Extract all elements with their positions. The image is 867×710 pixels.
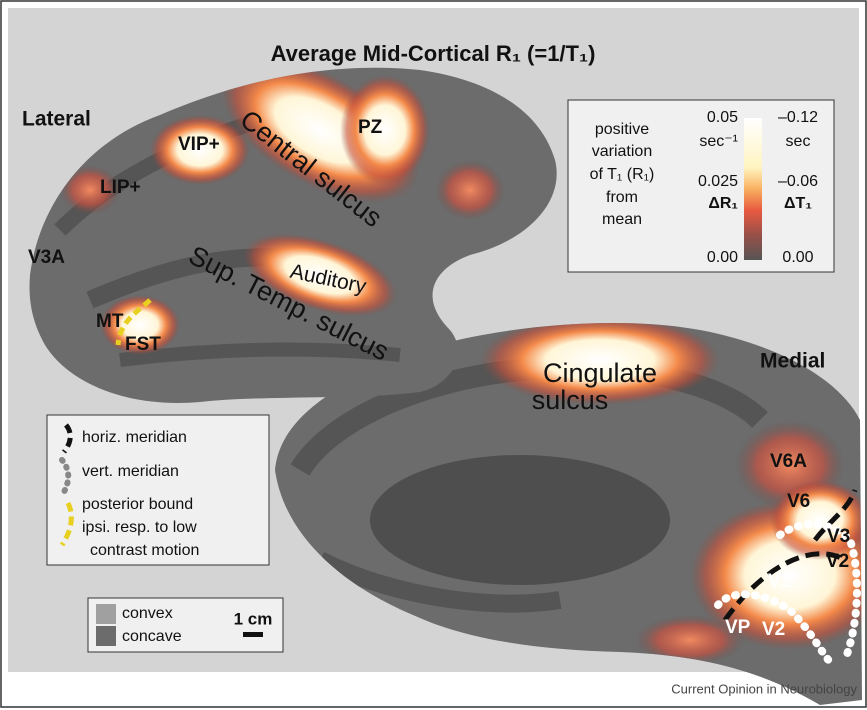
region-label: V6 [787,491,810,512]
scale-label: 1 cm [234,609,273,628]
region-label: PZ [358,117,383,138]
colorbar-unit: ΔR₁ [708,195,738,212]
legend-label: contrast motion [90,542,199,559]
colorbar-tick: –0.12 [778,109,818,126]
legend-label: vert. meridian [82,463,179,480]
sulcus-label: Cingulate [543,358,657,388]
region-label: V6A [770,451,807,472]
colorbar-unit: sec [786,133,811,150]
title: Average Mid-Cortical R₁ (=1/T₁) [271,41,596,66]
concave-swatch [96,626,116,646]
region-label: V3 [827,526,850,547]
colorbar-text: mean [602,211,642,228]
credit: Current Opinion in Neurobiology [671,681,857,696]
legend-label: ipsi. resp. to low [82,519,197,536]
shading-label: concave [122,628,182,645]
colorbar-text: variation [592,143,652,160]
sulcus-label: sulcus [532,385,609,415]
region-label: VP [725,617,751,638]
figure: Average Mid-Cortical R₁ (=1/T₁) Lateral … [0,0,867,710]
scale-bar [243,632,263,637]
colorbar-text: positive [595,121,649,138]
convex-swatch [96,604,116,624]
colorbar-text: from [606,189,638,206]
region-label: VIP+ [178,134,220,155]
legend-label: posterior bound [82,496,193,513]
view-label: Lateral [22,108,91,131]
region-label: LIP+ [100,177,141,198]
colorbar-text: of T₁ (R₁) [590,166,655,183]
colorbar-tick: 0.00 [707,249,738,266]
colorbar-tick: 0.00 [782,249,813,266]
region-label: V2 [762,619,785,640]
colorbar-unit: sec⁻¹ [699,133,738,150]
colorbar-tick: 0.025 [698,173,738,190]
colorbar-tick: 0.05 [707,109,738,126]
legend-label: horiz. meridian [82,429,187,446]
region-label: FST [125,334,161,355]
shading-label: convex [122,605,173,622]
view-label: Medial [760,350,825,373]
colorbar-tick: –0.06 [778,173,818,190]
region-label: V1 [768,571,792,592]
colorbar-unit: ΔT₁ [784,195,812,212]
colorbar [744,118,762,260]
region-label: V2 [826,551,849,572]
region-label: MT [96,311,124,332]
region-label: V3A [28,247,65,268]
